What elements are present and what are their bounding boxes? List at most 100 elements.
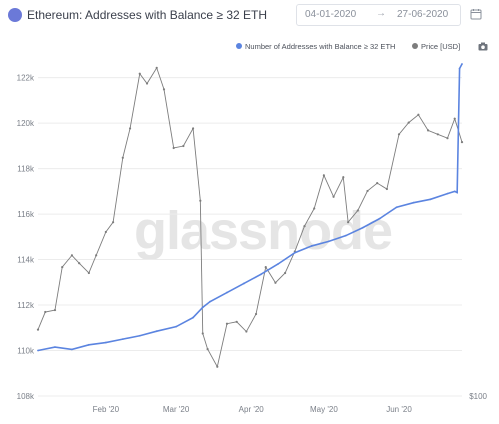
- legend-label-addresses: Number of Addresses with Balance ≥ 32 ET…: [245, 42, 396, 51]
- price-point: [201, 332, 204, 335]
- x-axis: Feb '20 Mar '20 Apr '20 May '20 Jun '20: [93, 405, 413, 414]
- price-point: [191, 127, 195, 130]
- addresses-point: [276, 263, 279, 266]
- legend-item-price[interactable]: Price [USD]: [412, 42, 460, 51]
- price-point: [460, 141, 464, 144]
- addresses-point: [201, 306, 204, 309]
- addresses-point: [175, 325, 178, 328]
- price-point: [322, 174, 325, 177]
- y-tick-label: 110k: [17, 347, 35, 356]
- addresses-point: [71, 348, 73, 351]
- price-point: [235, 320, 238, 323]
- price-point: [53, 308, 57, 312]
- addresses-point: [138, 334, 141, 337]
- price-point: [61, 266, 64, 269]
- addresses-point: [155, 330, 158, 333]
- price-point: [426, 129, 430, 132]
- addresses-point: [293, 251, 296, 254]
- legend-item-addresses[interactable]: Number of Addresses with Balance ≥ 32 ET…: [236, 42, 395, 51]
- series-layer: [36, 63, 464, 368]
- addresses-point: [192, 316, 194, 319]
- y-tick-label: 118k: [17, 165, 35, 174]
- price-point: [121, 156, 124, 159]
- y-tick-label: 120k: [17, 119, 35, 128]
- addresses-point: [429, 198, 432, 201]
- x-tick-label: Jun '20: [386, 405, 412, 414]
- price-point: [313, 207, 316, 210]
- addresses-point: [226, 291, 228, 294]
- price-point: [155, 66, 158, 70]
- price-point: [162, 88, 166, 91]
- chart-legend: Number of Addresses with Balance ≥ 32 ET…: [236, 42, 492, 56]
- price-point: [417, 113, 420, 116]
- addresses-point: [344, 234, 347, 237]
- grid-lines: [38, 77, 462, 397]
- addresses-point: [121, 338, 124, 341]
- addresses-point: [243, 282, 245, 285]
- legend-dot-price: [412, 43, 418, 50]
- price-point: [284, 271, 287, 275]
- x-tick-label: May '20: [310, 405, 338, 414]
- price-point: [104, 230, 107, 234]
- y-tick-label: 114k: [17, 256, 35, 265]
- calendar-icon[interactable]: [470, 8, 482, 20]
- addresses-point: [395, 206, 398, 209]
- y-right-tick-label: $100: [469, 392, 487, 401]
- chart-title: Ethereum: Addresses with Balance ≥ 32 ET…: [27, 8, 268, 22]
- addresses-point: [412, 201, 415, 204]
- price-point: [332, 195, 335, 198]
- price-point: [356, 209, 359, 212]
- price-point: [303, 224, 306, 228]
- addresses-point: [458, 67, 461, 70]
- price-point: [446, 137, 449, 140]
- chart-header: Ethereum: Addresses with Balance ≥ 32 ET…: [0, 0, 499, 30]
- y-tick-label: 112k: [17, 301, 35, 310]
- addresses-point: [456, 191, 459, 194]
- addresses-point: [378, 217, 381, 220]
- price-point: [199, 199, 202, 202]
- price-point: [407, 121, 410, 124]
- price-point: [112, 221, 115, 224]
- ethereum-icon: [8, 8, 22, 22]
- y-axis-right: $100: [469, 392, 487, 401]
- price-point: [225, 322, 229, 325]
- price-point: [78, 262, 81, 265]
- legend-label-price: Price [USD]: [421, 42, 461, 51]
- addresses-point: [54, 346, 56, 349]
- price-point: [385, 187, 388, 191]
- price-point: [342, 176, 345, 179]
- addresses-point: [453, 190, 456, 193]
- y-tick-label: 108k: [17, 392, 35, 401]
- date-end-input[interactable]: 27-06-2020: [397, 9, 449, 20]
- price-point: [376, 182, 379, 185]
- price-point: [172, 146, 175, 150]
- date-range-picker[interactable]: 04-01-2020 → 27-06-2020: [296, 4, 461, 26]
- y-axis-left: 108k 110k 112k 114k 116k 118k 120k 122k: [17, 74, 35, 401]
- date-start-input[interactable]: 04-01-2020: [305, 9, 357, 20]
- price-point: [44, 310, 47, 314]
- price-point: [254, 312, 258, 316]
- price-point: [347, 221, 350, 224]
- addresses-point: [461, 63, 463, 65]
- arrow-right-icon: →: [376, 8, 386, 19]
- price-point: [87, 271, 90, 275]
- price-point: [366, 189, 369, 193]
- price-point: [145, 82, 149, 85]
- addresses-point: [37, 349, 39, 352]
- price-point: [36, 328, 40, 331]
- addresses-point: [209, 300, 211, 303]
- price-point: [128, 127, 132, 130]
- addresses-point: [87, 343, 90, 346]
- addresses-point: [260, 273, 262, 276]
- price-point: [274, 281, 277, 284]
- series-line-price: [37, 66, 463, 368]
- x-tick-label: Apr '20: [239, 405, 265, 414]
- price-point: [453, 117, 456, 120]
- series-line-addresses: [37, 63, 463, 352]
- camera-icon[interactable]: [478, 42, 488, 51]
- addresses-point: [104, 341, 107, 344]
- price-point: [206, 348, 209, 351]
- addresses-point: [310, 245, 313, 247]
